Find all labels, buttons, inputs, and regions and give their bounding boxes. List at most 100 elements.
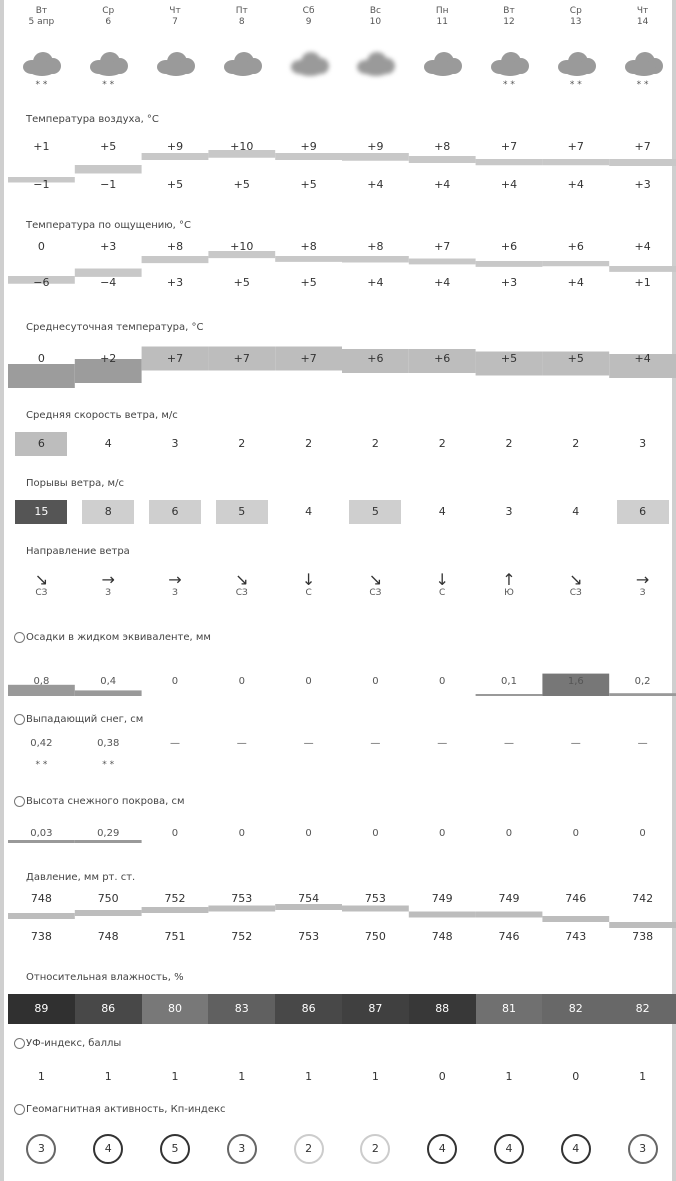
pressure-min-row: 738 748 751 752 753 750 748 746 743 738 (8, 930, 676, 943)
day-header[interactable]: Вт 12 (476, 6, 543, 28)
pressure-max: 750 (97, 892, 119, 905)
air-temp-min: +5 (300, 178, 317, 191)
feels-like-max: +10 (230, 240, 254, 253)
feels-like-max: +8 (166, 240, 184, 253)
pressure-min: 746 (498, 930, 520, 943)
humidity-value: 88 (408, 994, 476, 1024)
wind-dir-cell: ↓ С (409, 572, 476, 599)
snow-flakes-icon: * * (503, 80, 515, 90)
day-header[interactable]: Чт 14 (609, 6, 676, 28)
info-icon[interactable] (14, 1104, 25, 1115)
temp-band-segment (342, 153, 409, 161)
wind-gust-value: 5 (215, 500, 268, 524)
humidity-value: 83 (208, 994, 276, 1024)
snow-depth-row: 0,03 0,29 0 0 0 0 0 0 0 0 (8, 828, 676, 839)
uv-value: 1 (371, 1070, 379, 1083)
geomag-badge: 5 (159, 1134, 190, 1164)
humidity-value: 80 (141, 994, 209, 1024)
air-temp-max: +7 (634, 140, 651, 153)
snow-flakes-icon (275, 760, 342, 771)
precip-value: 0 (238, 676, 245, 687)
day-header[interactable]: Сб 9 (275, 6, 342, 28)
wind-dir-cell: ↘ СЗ (8, 572, 75, 599)
daily-avg-segment (475, 351, 543, 376)
wind-dir-cell: → З (75, 572, 142, 599)
wind-dir-code: З (172, 588, 178, 598)
snow-depth-value: 0 (439, 828, 446, 839)
pressure-min: 738 (632, 930, 654, 943)
pressure-label: Давление, мм рт. ст. (26, 872, 136, 883)
snow-new-row: 0,42 0,38 — — — — — — — — (8, 738, 676, 749)
day-date: 14 (636, 17, 649, 27)
precip-bar (609, 693, 676, 696)
snow-new-value: — (637, 738, 648, 749)
cloud-rain-icon (220, 50, 264, 80)
humidity-value: 81 (475, 994, 543, 1024)
geomag-badge: 4 (493, 1134, 524, 1164)
precip-label: Осадки в жидком эквиваленте, мм (26, 632, 211, 643)
wind-avg-value: 2 (505, 437, 513, 450)
temp-band-segment (8, 177, 75, 183)
day-header[interactable]: Ср 6 (75, 6, 142, 28)
day-header[interactable]: Пт 8 (208, 6, 275, 28)
day-header[interactable]: Вс 10 (342, 6, 409, 28)
wind-avg-row: 6 4 3 2 2 2 2 2 2 3 (8, 432, 676, 456)
daily-avg-value: +7 (166, 352, 184, 365)
air-temp-max: +5 (100, 140, 117, 153)
info-icon[interactable] (14, 632, 25, 643)
precip-value: 0,2 (634, 676, 651, 687)
day-header[interactable]: Ср 13 (542, 6, 609, 28)
pressure-band-segment (275, 904, 342, 910)
precip-bar (8, 684, 75, 696)
snow-new-value: — (570, 738, 581, 749)
snow-flakes-icon: * * (569, 80, 582, 90)
weather-icons-row: * * * * * * * * * * (8, 50, 676, 91)
day-header[interactable]: Вт 5 апр (8, 6, 75, 28)
snow-new-value: — (169, 738, 180, 749)
pressure-min: 743 (565, 930, 587, 943)
daily-avg-value: +4 (634, 352, 651, 365)
info-icon[interactable] (14, 796, 25, 807)
temp-band-segment (542, 261, 610, 267)
weather-icon-cell: * * (609, 50, 676, 91)
daily-avg-value: +7 (300, 352, 317, 365)
pressure-band (8, 904, 676, 928)
snow-stars-row: * * * * (8, 760, 676, 771)
geomag-badge: 3 (226, 1134, 257, 1164)
snow-flakes-icon (476, 760, 543, 771)
snow-depth-value: 0 (372, 828, 379, 839)
wind-avg-value: 2 (238, 437, 246, 450)
day-header-row: Вт 5 апр Ср 6 Чт 7 Пт 8 Сб 9 Вс 10 Пн 11 Вт 12 С… (8, 6, 676, 28)
day-date: 12 (503, 17, 515, 27)
humidity-value: 87 (342, 994, 409, 1024)
pressure-max-row: 748 750 752 753 754 753 749 749 746 742 (8, 892, 676, 905)
day-of-week: Ср (569, 6, 582, 16)
info-icon[interactable] (14, 1038, 25, 1049)
temp-band-segment (609, 159, 676, 166)
uv-value: 1 (639, 1070, 647, 1083)
wind-gust-value: 5 (349, 500, 402, 524)
precip-bar (542, 673, 610, 696)
air-temp-min: −1 (33, 178, 50, 191)
pressure-min: 752 (231, 930, 253, 943)
air-temp-min: +4 (500, 178, 518, 191)
feels-like-label: Температура по ощущению, °C (26, 220, 192, 231)
wind-arrow-icon: ↘ (34, 570, 49, 589)
humidity-value: 82 (609, 994, 676, 1024)
pressure-min: 753 (298, 930, 320, 943)
info-icon[interactable] (14, 714, 25, 725)
wind-dir-code: СЗ (235, 588, 248, 598)
pressure-max: 754 (298, 892, 320, 905)
day-header[interactable]: Чт 7 (142, 6, 209, 28)
air-temp-label: Температура воздуха, °C (26, 114, 159, 125)
cloud-rain-icon (487, 50, 531, 80)
snow-new-value: — (503, 738, 514, 749)
day-header[interactable]: Пн 11 (409, 6, 476, 28)
air-temp-max: +7 (500, 140, 518, 153)
cloud-rain-icon (287, 50, 331, 80)
wind-arrow-icon: ↘ (368, 570, 383, 589)
snow-new-label: Выпадающий снег, см (26, 714, 144, 725)
snow-flakes-icon: * * (35, 80, 48, 90)
air-temp-max: +9 (166, 140, 184, 153)
